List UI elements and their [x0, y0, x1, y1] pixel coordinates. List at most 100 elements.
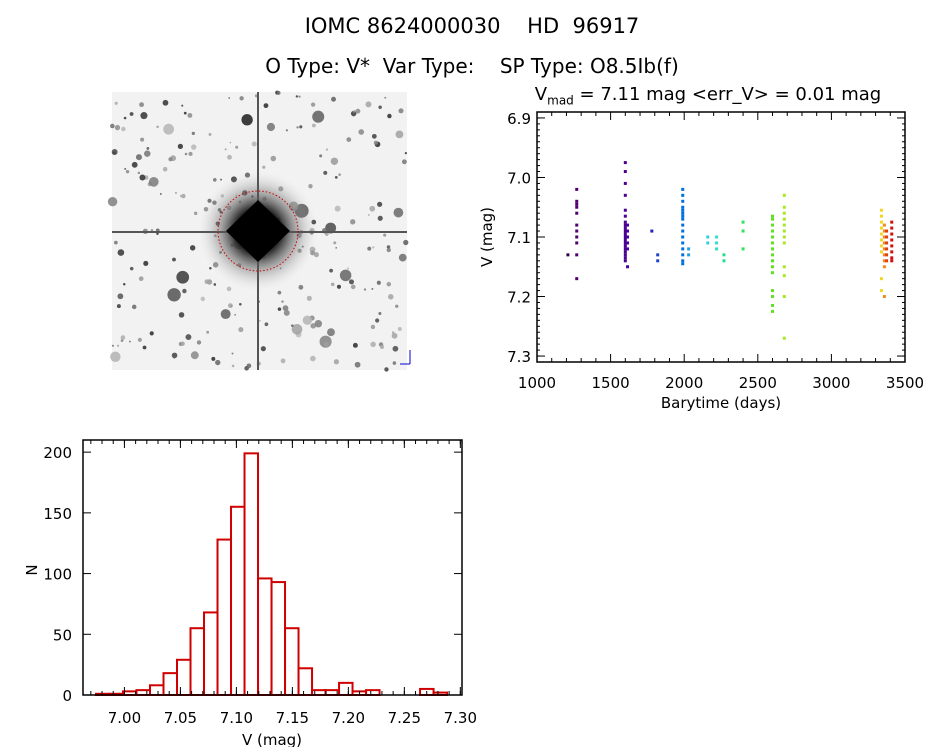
lc-data-point — [626, 223, 630, 227]
lc-data-point — [879, 277, 883, 281]
lc-data-point — [885, 241, 889, 245]
field-star — [377, 215, 383, 221]
lc-data-point — [879, 238, 883, 242]
histogram-bar — [162, 672, 179, 697]
lc-xtick-label: 2500 — [739, 374, 777, 392]
field-star — [246, 363, 252, 369]
field-star — [235, 145, 239, 149]
lc-ytick-label: 7.3 — [507, 348, 531, 366]
field-star — [393, 207, 404, 218]
lc-xlabel: Barytime (days) — [661, 394, 781, 412]
lc-data-point — [890, 226, 894, 230]
lc-title-sub: mad — [547, 93, 574, 108]
lc-data-point — [623, 214, 627, 218]
lc-data-point — [681, 223, 685, 227]
field-star — [313, 252, 319, 258]
field-star — [331, 96, 336, 102]
lc-data-point — [771, 241, 775, 245]
field-star — [208, 132, 212, 136]
field-star — [129, 112, 134, 116]
field-star — [352, 110, 356, 113]
lc-data-point — [575, 199, 579, 203]
field-star — [156, 125, 159, 129]
field-star — [338, 173, 341, 177]
field-star — [370, 324, 376, 330]
lc-ylabel: V (mag) — [478, 207, 496, 267]
field-star — [290, 324, 294, 327]
field-star — [149, 331, 154, 336]
field-star — [291, 323, 303, 335]
lc-data-point — [882, 241, 886, 245]
lc-data-point — [890, 238, 894, 242]
lc-data-point — [681, 214, 685, 218]
field-star — [181, 104, 184, 107]
lc-data-point — [882, 259, 886, 263]
field-star — [386, 245, 391, 249]
lc-data-point — [623, 250, 627, 254]
lc-data-point — [623, 181, 627, 185]
field-star — [392, 361, 397, 365]
field-star — [120, 339, 124, 342]
field-star — [238, 327, 244, 333]
field-star — [312, 123, 316, 128]
lc-data-point — [890, 220, 894, 224]
field-star — [391, 331, 395, 334]
lc-data-point — [715, 247, 719, 251]
lc-data-point — [771, 247, 775, 251]
lc-data-point — [681, 247, 685, 251]
lc-data-point — [623, 161, 627, 165]
lc-data-point — [782, 217, 786, 221]
field-star — [330, 157, 339, 165]
lc-xtick-label: 1000 — [518, 374, 556, 392]
field-star — [310, 355, 316, 362]
field-star — [384, 96, 387, 99]
lc-data-point — [623, 235, 627, 239]
field-star — [325, 148, 329, 151]
field-star — [162, 166, 168, 172]
field-star — [142, 345, 147, 350]
field-star — [348, 279, 355, 285]
field-star — [239, 96, 244, 101]
field-star — [229, 141, 232, 144]
lc-data-point — [650, 229, 654, 233]
target-star — [226, 200, 290, 262]
field-star — [111, 344, 114, 347]
figure-title: IOMC 8624000030 HD 96917 — [304, 14, 640, 38]
field-star — [117, 293, 124, 300]
lc-data-point — [623, 241, 627, 245]
lc-data-point — [890, 232, 894, 236]
field-star — [398, 253, 407, 262]
lc-data-point — [879, 289, 883, 293]
field-star — [193, 211, 198, 216]
lc-data-point — [623, 220, 627, 224]
field-star — [212, 178, 217, 182]
lc-data-point — [575, 211, 579, 215]
field-star — [260, 346, 266, 352]
field-star — [323, 341, 330, 348]
lc-data-point — [782, 211, 786, 215]
field-star — [206, 330, 210, 334]
field-star — [386, 281, 392, 287]
lc-data-point — [771, 303, 775, 307]
lc-data-point — [771, 259, 775, 263]
field-star — [234, 313, 236, 316]
lc-data-point — [882, 229, 886, 233]
lc-data-point — [575, 202, 579, 206]
field-star — [213, 283, 217, 286]
field-star — [295, 95, 299, 98]
lc-data-point — [782, 205, 786, 209]
lc-data-point — [771, 223, 775, 227]
field-star — [387, 113, 392, 119]
field-star — [121, 126, 126, 132]
hist-xtick-label: 7.15 — [276, 709, 309, 727]
histogram-bar — [270, 581, 287, 696]
lc-xtick-label: 3000 — [812, 374, 850, 392]
lc-data-point — [623, 193, 627, 197]
lc-data-point — [890, 256, 894, 260]
lc-data-point — [782, 235, 786, 239]
lc-data-point — [879, 226, 883, 230]
lc-data-point — [771, 271, 775, 275]
field-star — [144, 150, 151, 157]
field-star — [276, 90, 281, 95]
field-star — [355, 108, 361, 114]
